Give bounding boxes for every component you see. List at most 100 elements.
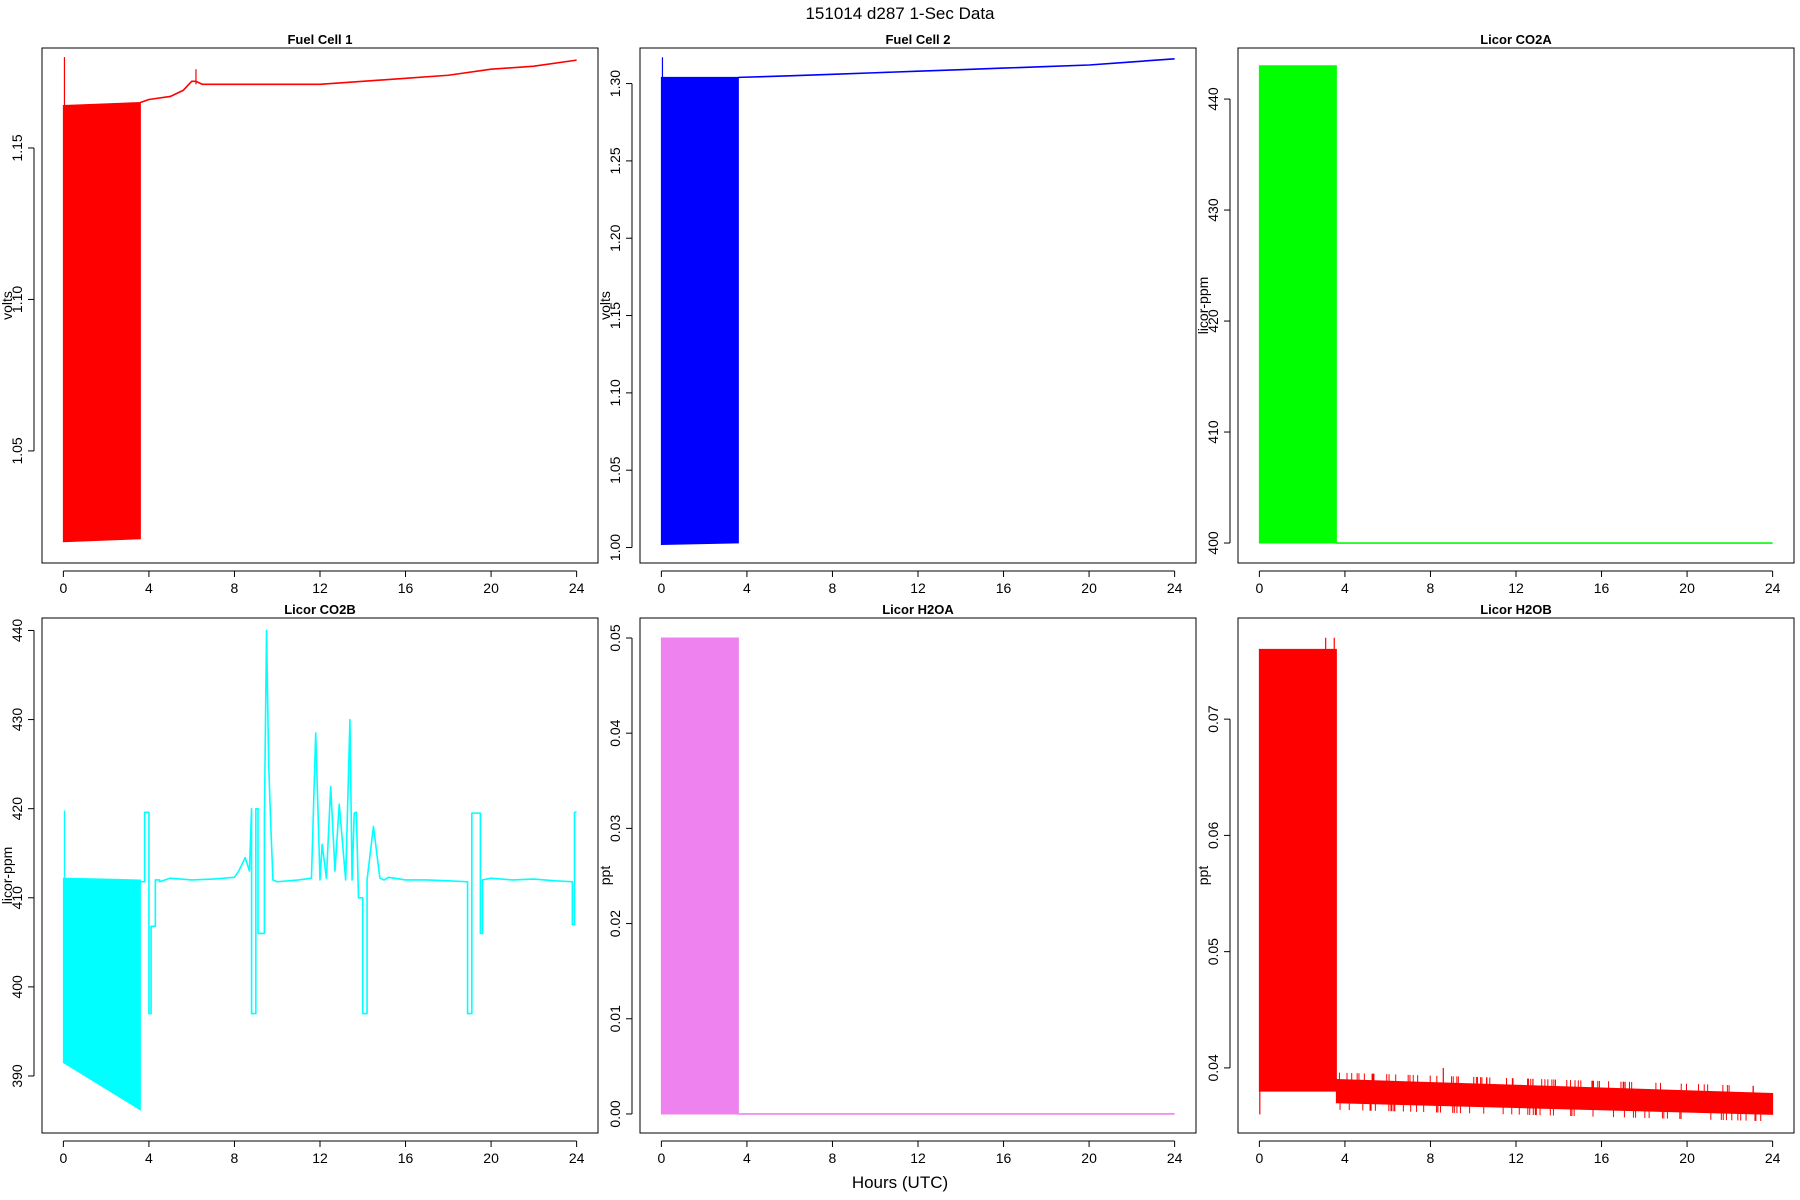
x-tick-label: 12 <box>312 580 328 596</box>
y-tick-label: 0.02 <box>607 910 623 937</box>
data-band <box>1258 65 1337 544</box>
data-band <box>62 102 141 543</box>
plot-frame <box>41 47 599 564</box>
data-band <box>660 76 739 545</box>
y-tick-label: 0.05 <box>1205 938 1221 965</box>
y-tick-label: 1.15 <box>9 134 25 161</box>
panel-title: Fuel Cell 1 <box>287 32 352 47</box>
x-tick-label: 24 <box>569 1150 585 1166</box>
x-tick-label: 0 <box>59 580 67 596</box>
x-tick-label: 0 <box>59 1150 67 1166</box>
x-tick-label: 16 <box>996 1150 1012 1166</box>
y-tick-label: 0.01 <box>607 1005 623 1032</box>
y-axis-label: licor-ppm <box>0 847 15 905</box>
y-tick-label: 400 <box>1205 531 1221 555</box>
x-tick-label: 16 <box>1594 580 1610 596</box>
x-tick-label: 0 <box>657 1150 665 1166</box>
y-tick-label: 430 <box>9 708 25 732</box>
y-axis-label: volts <box>597 291 613 320</box>
y-tick-label: 400 <box>9 975 25 999</box>
x-tick-label: 4 <box>743 1150 751 1166</box>
x-tick-label: 16 <box>996 580 1012 596</box>
x-tick-label: 8 <box>231 1150 239 1166</box>
series-line <box>140 629 577 1015</box>
y-tick-label: 1.25 <box>607 147 623 174</box>
series-line <box>738 58 1175 79</box>
plot-frame <box>639 47 1197 564</box>
y-axis-label: licor-ppm <box>1195 277 1211 335</box>
x-tick-label: 12 <box>312 1150 328 1166</box>
x-tick-label: 8 <box>1427 1150 1435 1166</box>
panel-title: Licor CO2A <box>1480 32 1552 47</box>
x-tick-label: 20 <box>1679 1150 1695 1166</box>
y-tick-label: 1.15 <box>607 302 623 329</box>
panel-fuel-cell-1: Fuel Cell 1 0 4 8 12 16 20 24 1.05 1.10 1.15 volts <box>0 32 599 596</box>
y-tick-label: 430 <box>1205 198 1221 222</box>
x-tick-label: 20 <box>1679 580 1695 596</box>
y-tick-label: 440 <box>9 619 25 643</box>
y-axis-label: volts <box>0 291 15 320</box>
noise-band <box>1335 1079 1774 1115</box>
y-tick-label: 420 <box>1205 309 1221 333</box>
x-tick-label: 20 <box>483 1150 499 1166</box>
x-tick-label: 24 <box>1765 1150 1781 1166</box>
y-tick-label: 0.00 <box>607 1100 623 1127</box>
panel-licor-co2b: Licor CO2B 0 4 8 12 16 20 24 390 400 410 420 430 440 l… <box>0 602 599 1166</box>
x-tick-label: 8 <box>829 1150 837 1166</box>
panel-licor-h2oa: Licor H2OA 0 4 8 12 16 20 24 0.00 0.01 0.02 0.03 0.0… <box>597 602 1197 1166</box>
x-tick-label: 24 <box>1167 580 1183 596</box>
x-tick-label: 0 <box>657 580 665 596</box>
plot-frame <box>41 617 599 1134</box>
data-band <box>660 637 739 1115</box>
y-tick-label: 1.10 <box>607 379 623 406</box>
x-tick-label: 4 <box>145 1150 153 1166</box>
y-tick-label: 390 <box>9 1064 25 1088</box>
panel-licor-h2ob: Licor H2OB 0 4 8 12 16 20 24 0.04 0.05 0.06 0.07 ppt <box>1195 602 1795 1166</box>
x-tick-label: 12 <box>910 580 926 596</box>
panel-title: Licor CO2B <box>284 602 356 617</box>
x-tick-label: 16 <box>398 1150 414 1166</box>
x-tick-label: 8 <box>829 580 837 596</box>
x-tick-label: 16 <box>1594 1150 1610 1166</box>
x-tick-label: 0 <box>1255 580 1263 596</box>
series-line <box>140 59 577 104</box>
plot-frame <box>639 617 1197 1134</box>
panel-title: Fuel Cell 2 <box>885 32 950 47</box>
y-tick-label: 1.10 <box>9 286 25 313</box>
x-tick-label: 24 <box>569 580 585 596</box>
x-tick-label: 20 <box>483 580 499 596</box>
y-axis-label: ppt <box>1195 866 1211 886</box>
x-tick-label: 4 <box>1341 580 1349 596</box>
x-tick-label: 12 <box>1508 1150 1524 1166</box>
x-tick-label: 4 <box>145 580 153 596</box>
y-tick-label: 1.20 <box>607 224 623 251</box>
x-tick-label: 24 <box>1765 580 1781 596</box>
y-tick-label: 1.00 <box>607 534 623 561</box>
x-tick-label: 20 <box>1081 580 1097 596</box>
y-tick-label: 1.05 <box>607 456 623 483</box>
figure-xlabel: Hours (UTC) <box>852 1173 948 1192</box>
data-band <box>1258 648 1337 1092</box>
x-tick-label: 24 <box>1167 1150 1183 1166</box>
x-tick-label: 20 <box>1081 1150 1097 1166</box>
y-tick-label: 410 <box>1205 420 1221 444</box>
figure-suptitle: 151014 d287 1-Sec Data <box>805 4 995 23</box>
x-tick-label: 16 <box>398 580 414 596</box>
x-tick-label: 4 <box>1341 1150 1349 1166</box>
y-tick-label: 0.06 <box>1205 822 1221 849</box>
y-tick-label: 440 <box>1205 87 1221 111</box>
x-tick-label: 8 <box>1427 580 1435 596</box>
y-tick-label: 1.30 <box>607 70 623 97</box>
y-tick-label: 420 <box>9 797 25 821</box>
x-tick-label: 0 <box>1255 1150 1263 1166</box>
plot-frame <box>1237 47 1795 564</box>
x-tick-label: 8 <box>231 580 239 596</box>
plot-frame <box>1237 617 1795 1134</box>
data-band <box>62 877 141 1111</box>
panel-grid: Fuel Cell 10 4 8 12 16 20 241.051.101.15voltsF… <box>0 32 1795 1166</box>
y-tick-label: 0.04 <box>1205 1054 1221 1081</box>
y-tick-label: 0.03 <box>607 815 623 842</box>
panel-licor-co2a: Licor CO2A 0 4 8 12 16 20 24 400 410 420 430 440 lico… <box>1195 32 1795 596</box>
y-tick-label: 0.05 <box>607 624 623 651</box>
